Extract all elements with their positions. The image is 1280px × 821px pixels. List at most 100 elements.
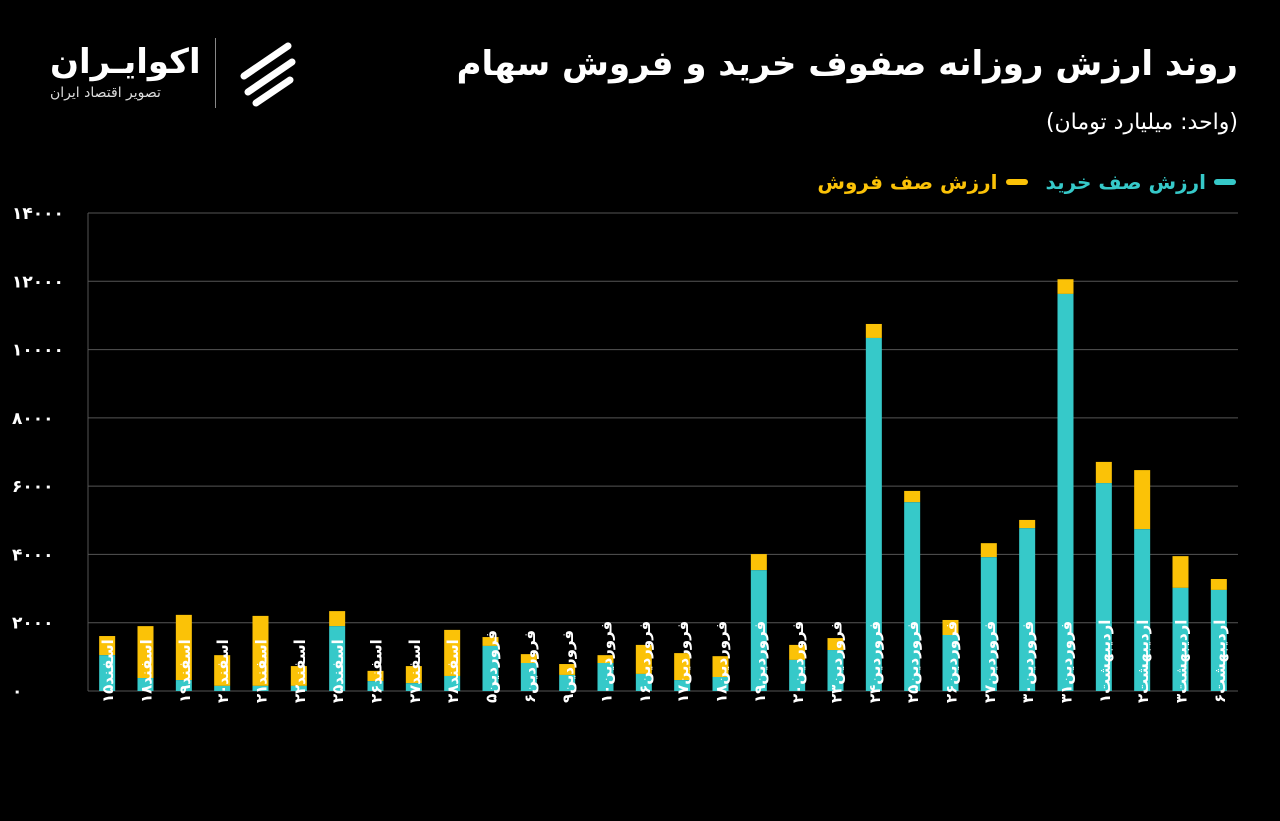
bar-buy bbox=[942, 635, 959, 691]
bar-buy bbox=[980, 557, 997, 691]
bar-buy bbox=[1172, 587, 1189, 691]
logo-tagline: تصویر اقتصاد ایران bbox=[50, 85, 161, 101]
y-tick-label: ۸۰۰۰ bbox=[12, 409, 54, 429]
bar-sell bbox=[1057, 279, 1074, 294]
bar-sell bbox=[290, 666, 307, 686]
bar-sell bbox=[1095, 461, 1112, 484]
bar-buy bbox=[1057, 293, 1074, 691]
x-tick-label: فروردین۳۰ bbox=[1019, 621, 1037, 703]
x-tick-label: اسفند۱۸ bbox=[138, 639, 156, 703]
bar-buy bbox=[674, 680, 691, 691]
bar-buy bbox=[252, 685, 269, 691]
x-tick-label: فروردین۱۹ bbox=[751, 621, 769, 703]
x-tick-label: فروردین۹ bbox=[559, 630, 577, 703]
legend-label-buy: ارزش صف خرید bbox=[1045, 170, 1206, 194]
x-tick-label: فروردین۱۷ bbox=[674, 621, 692, 703]
chart-subtitle: (واحد: میلیارد تومان) bbox=[1045, 110, 1238, 135]
x-tick-label: اردیبهشت۲ bbox=[1134, 620, 1152, 703]
bar-buy bbox=[175, 680, 192, 691]
y-tick-label: ۲۰۰۰ bbox=[12, 614, 54, 634]
bar-sell bbox=[1134, 470, 1151, 530]
x-tick-label: فروردین۲۷ bbox=[981, 621, 999, 703]
bar-buy bbox=[1019, 528, 1036, 691]
bar-buy bbox=[1095, 483, 1112, 691]
bar-sell bbox=[252, 615, 269, 686]
bar-buy bbox=[137, 678, 154, 691]
x-tick-label: فروردین۲۳ bbox=[828, 621, 846, 703]
x-tick-label: اسفند۲۵ bbox=[329, 639, 347, 703]
x-tick-label: اسفند۲۰ bbox=[214, 639, 232, 703]
bar-sell bbox=[827, 638, 844, 651]
x-tick-label: فروردین۲۴ bbox=[866, 621, 884, 703]
x-tick-label: اسفند۲۲ bbox=[291, 639, 309, 703]
logo-divider bbox=[214, 38, 216, 108]
bar-sell bbox=[674, 653, 691, 681]
bar-sell bbox=[750, 554, 767, 571]
bar-sell bbox=[635, 644, 652, 674]
bar-buy bbox=[789, 659, 806, 691]
bar-sell bbox=[367, 670, 384, 682]
bar-sell bbox=[942, 619, 959, 636]
bar-sell bbox=[405, 666, 422, 684]
chart-title: روند ارزش روزانه صفوف خرید و فروش سهام bbox=[456, 44, 1238, 84]
bar-sell bbox=[559, 664, 576, 675]
bar-sell bbox=[99, 636, 116, 656]
legend-swatch-buy bbox=[1214, 179, 1236, 185]
x-tick-label: اسفند۲۷ bbox=[406, 639, 424, 703]
logo-mark-icon bbox=[240, 42, 296, 107]
x-tick-label: اردیبهشت۶ bbox=[1211, 620, 1229, 703]
x-tick-label: اسفند۲۶ bbox=[368, 639, 386, 703]
bar-buy bbox=[750, 570, 767, 691]
x-tick-label: فروردین۶ bbox=[521, 630, 539, 703]
y-tick-label: ۶۰۰۰ bbox=[12, 477, 54, 497]
y-tick-label: ۴۰۰۰ bbox=[12, 545, 54, 565]
bar-sell bbox=[1210, 579, 1227, 590]
logo: اکوایـران تصویر اقتصاد ایران bbox=[50, 36, 304, 110]
y-tick-label: ۱۴۰۰۰ bbox=[12, 204, 64, 224]
bar-sell bbox=[1019, 519, 1036, 529]
legend-item-buy: ارزش صف خرید bbox=[1046, 170, 1236, 194]
bar-sell bbox=[214, 655, 231, 686]
bar-buy bbox=[405, 683, 422, 691]
x-tick-label: فروردین۲۵ bbox=[904, 621, 922, 703]
legend: ارزش صف خرید ارزش صف فروش bbox=[817, 170, 1236, 194]
legend-item-sell: ارزش صف فروش bbox=[817, 170, 1028, 194]
bar-buy bbox=[329, 626, 346, 691]
bar-sell bbox=[520, 654, 537, 664]
x-tick-label: اسفند۱۵ bbox=[99, 639, 117, 703]
bar-sell bbox=[137, 626, 154, 679]
bar-buy bbox=[444, 675, 461, 691]
bar-buy bbox=[559, 674, 576, 691]
x-tick-label: فروردین۲۰ bbox=[789, 621, 807, 703]
y-tick-label: ۰ bbox=[12, 682, 22, 702]
x-tick-label: اردیبهشت۱ bbox=[1096, 620, 1114, 703]
x-tick-label: فروردین۵ bbox=[483, 630, 501, 703]
bar-buy bbox=[597, 663, 614, 691]
bar-buy bbox=[904, 502, 921, 691]
x-tick-label: اسفند۱۹ bbox=[176, 639, 194, 703]
bar-sell bbox=[904, 490, 921, 503]
bar-buy bbox=[1134, 529, 1151, 691]
legend-swatch-sell bbox=[1005, 179, 1028, 185]
x-tick-label: فروردین۱۶ bbox=[636, 621, 654, 703]
bar-sell bbox=[482, 637, 499, 646]
legend-label-sell: ارزش صف فروش bbox=[817, 170, 998, 194]
logo-name: اکوایـران bbox=[50, 42, 201, 82]
bar-buy bbox=[520, 663, 537, 691]
bar-buy bbox=[214, 685, 231, 691]
x-tick-label: فروردین۱۸ bbox=[713, 621, 731, 703]
bar-buy bbox=[1210, 589, 1227, 691]
bar-sell bbox=[1172, 556, 1189, 588]
bar-sell bbox=[789, 644, 806, 660]
bar-sell bbox=[444, 629, 461, 676]
y-tick-label: ۱۲۰۰۰ bbox=[12, 272, 64, 292]
bar-buy bbox=[635, 673, 652, 691]
y-tick-label: ۱۰۰۰۰ bbox=[12, 341, 64, 361]
x-tick-label: فروردین۲۶ bbox=[943, 621, 961, 703]
bar-buy bbox=[99, 655, 116, 691]
x-tick-label: فروردین۱۰ bbox=[598, 621, 616, 703]
bar-sell bbox=[597, 655, 614, 664]
bar-buy bbox=[290, 685, 307, 691]
x-tick-label: فروردین۳۱ bbox=[1058, 621, 1076, 703]
